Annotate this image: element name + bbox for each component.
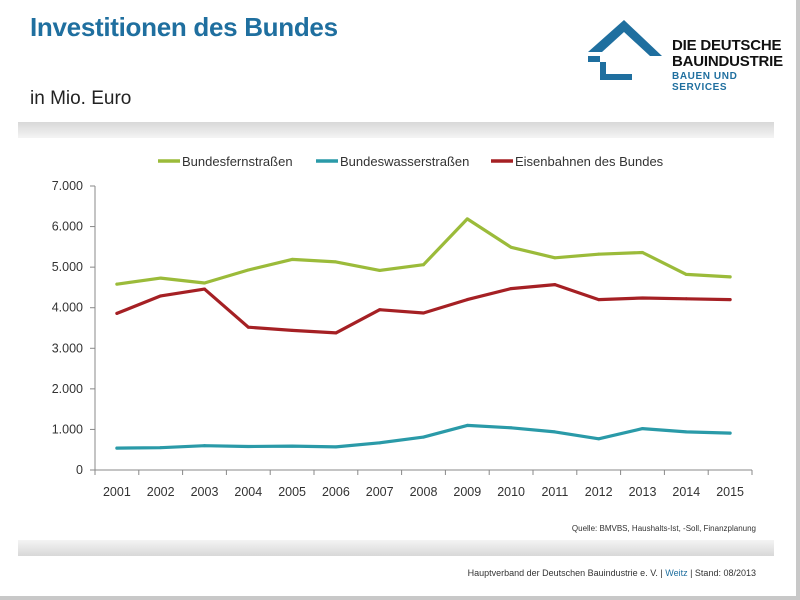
chart-series	[115, 217, 732, 450]
legend-label: Bundesfernstraßen	[182, 154, 293, 169]
page-title: Investitionen des Bundes	[30, 12, 338, 42]
x-tick-label: 2010	[497, 485, 525, 499]
data-point	[422, 435, 425, 439]
y-tick-label: 3.000	[52, 341, 83, 355]
footer-stand: | Stand: 08/2013	[690, 568, 756, 578]
x-tick-label: 2007	[366, 485, 394, 499]
data-point	[422, 311, 425, 315]
data-point	[509, 426, 513, 430]
data-point	[159, 446, 163, 450]
data-point	[641, 296, 644, 300]
data-point	[290, 257, 294, 261]
x-tick-label: 2006	[322, 485, 350, 499]
data-point	[203, 281, 206, 285]
data-point	[553, 256, 557, 260]
data-point	[597, 252, 601, 256]
data-point	[115, 446, 119, 450]
data-point	[246, 444, 250, 448]
series-line-3	[115, 283, 732, 335]
y-tick-label: 7.000	[52, 179, 83, 193]
x-tick-label: 2005	[278, 485, 306, 499]
x-tick-label: 2003	[191, 485, 219, 499]
data-point	[684, 430, 688, 434]
data-point	[728, 298, 732, 302]
x-tick-label: 2002	[147, 485, 175, 499]
data-point	[246, 268, 250, 272]
data-point	[728, 431, 732, 435]
data-point	[334, 260, 338, 264]
data-point	[641, 251, 644, 255]
data-point	[553, 283, 557, 287]
bottom-band-divider	[18, 540, 774, 556]
data-point	[378, 308, 382, 312]
chart-legend: Bundesfernstraßen Bundeswasserstraßen Eise…	[158, 154, 664, 169]
data-point	[509, 245, 513, 249]
y-tick-label: 0	[76, 463, 83, 477]
data-point	[597, 437, 601, 441]
data-point	[203, 287, 206, 291]
x-tick-label: 2008	[410, 485, 438, 499]
y-tick-label: 5.000	[52, 260, 83, 274]
chart-axes: 0 1.000 2.000 3.000 4.000 5.000 6.000 7.000 2001…	[52, 179, 753, 499]
data-point	[334, 445, 338, 449]
data-point	[509, 287, 513, 291]
y-tick-label: 6.000	[52, 220, 83, 234]
data-point	[115, 311, 119, 315]
data-point	[641, 427, 644, 431]
data-point	[115, 282, 119, 286]
footer-author: Weitz	[665, 568, 688, 578]
data-point	[684, 297, 688, 301]
data-point	[159, 276, 163, 280]
data-point	[728, 275, 732, 279]
house-roof-logo-icon	[588, 20, 662, 80]
x-tick-label: 2011	[541, 485, 568, 499]
data-point	[159, 294, 163, 298]
y-tick-label: 4.000	[52, 301, 83, 315]
data-point	[465, 423, 469, 427]
y-tick-label: 2.000	[52, 382, 83, 396]
x-tick-label: 2015	[716, 485, 744, 499]
chart-unit-subtitle: in Mio. Euro	[30, 88, 132, 109]
company-logo: DIE DEUTSCHE BAUINDUSTRIE BAUEN UND SERV…	[584, 16, 784, 93]
x-tick-label: 2013	[629, 485, 657, 499]
data-point	[334, 331, 338, 335]
data-point	[684, 272, 688, 276]
x-tick-label: 2004	[234, 485, 262, 499]
footer: Hauptverband der Deutschen Bauindustrie …	[468, 568, 756, 578]
data-point	[465, 217, 469, 221]
logo-text-line3: BAUEN UND SERVICES	[672, 71, 738, 93]
data-point	[465, 298, 469, 302]
logo-text-line1: DIE DEUTSCHE	[672, 37, 782, 54]
top-band-divider	[18, 122, 774, 138]
y-tick-label: 1.000	[52, 422, 83, 436]
data-point	[290, 328, 294, 332]
data-point	[422, 263, 425, 267]
data-point	[378, 441, 382, 445]
data-point	[553, 430, 557, 434]
legend-label: Bundeswasserstraßen	[340, 154, 469, 169]
data-point	[246, 325, 250, 329]
x-tick-label: 2014	[672, 485, 700, 499]
data-point	[378, 268, 382, 272]
x-tick-label: 2001	[103, 485, 131, 499]
footer-org: Hauptverband der Deutschen Bauindustrie …	[467, 568, 663, 578]
source-note: Quelle: BMVBS, Haushalts-Ist, -Soll, Fin…	[571, 524, 756, 533]
x-tick-label: 2009	[453, 485, 481, 499]
data-point	[597, 298, 601, 302]
series-line-1	[115, 217, 732, 286]
legend-label: Eisenbahnen des Bundes	[515, 154, 664, 169]
data-point	[290, 444, 294, 448]
x-tick-label: 2012	[585, 485, 613, 499]
data-point	[203, 444, 206, 448]
logo-text-line2: BAUINDUSTRIE	[672, 53, 783, 70]
